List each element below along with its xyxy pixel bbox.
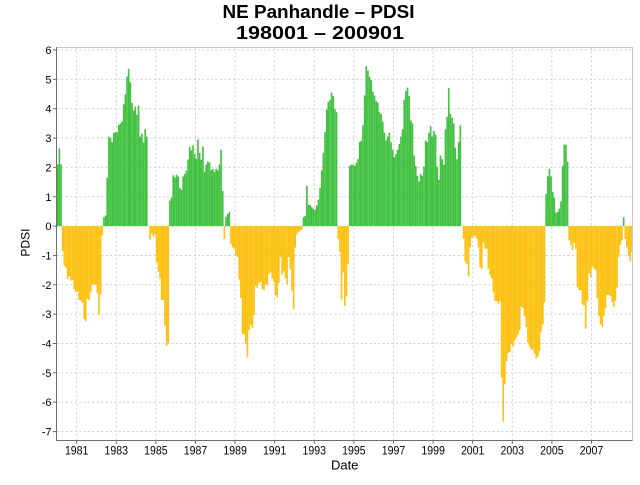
svg-text:1991: 1991 <box>263 445 287 457</box>
svg-text:5: 5 <box>45 74 51 86</box>
svg-text:6: 6 <box>45 45 51 57</box>
svg-text:-2: -2 <box>42 280 52 292</box>
svg-text:-7: -7 <box>42 427 52 439</box>
svg-text:PDSI: PDSI <box>18 229 32 257</box>
svg-text:-1: -1 <box>42 250 52 262</box>
svg-text:1985: 1985 <box>144 445 168 457</box>
svg-text:3: 3 <box>45 133 51 145</box>
svg-text:0: 0 <box>45 221 51 233</box>
svg-text:2003: 2003 <box>501 445 525 457</box>
svg-text:-5: -5 <box>42 368 52 380</box>
svg-text:198001 – 200901: 198001 – 200901 <box>236 23 404 43</box>
svg-text:Date: Date <box>331 458 358 473</box>
svg-text:2001: 2001 <box>461 445 485 457</box>
svg-text:1993: 1993 <box>303 445 327 457</box>
svg-text:1981: 1981 <box>65 445 89 457</box>
svg-text:2: 2 <box>45 162 51 174</box>
svg-text:1: 1 <box>45 192 51 204</box>
svg-text:NE Panhandle – PDSI: NE Panhandle – PDSI <box>223 2 415 22</box>
svg-text:1987: 1987 <box>184 445 208 457</box>
svg-text:4: 4 <box>45 104 51 116</box>
svg-text:2005: 2005 <box>540 445 564 457</box>
svg-text:1989: 1989 <box>223 445 247 457</box>
svg-text:1995: 1995 <box>342 445 366 457</box>
svg-text:-6: -6 <box>42 397 52 409</box>
svg-text:1997: 1997 <box>382 445 406 457</box>
svg-text:1999: 1999 <box>421 445 445 457</box>
svg-text:1983: 1983 <box>105 445 129 457</box>
svg-text:2007: 2007 <box>580 445 604 457</box>
svg-text:-4: -4 <box>42 339 52 351</box>
svg-text:-3: -3 <box>42 309 52 321</box>
